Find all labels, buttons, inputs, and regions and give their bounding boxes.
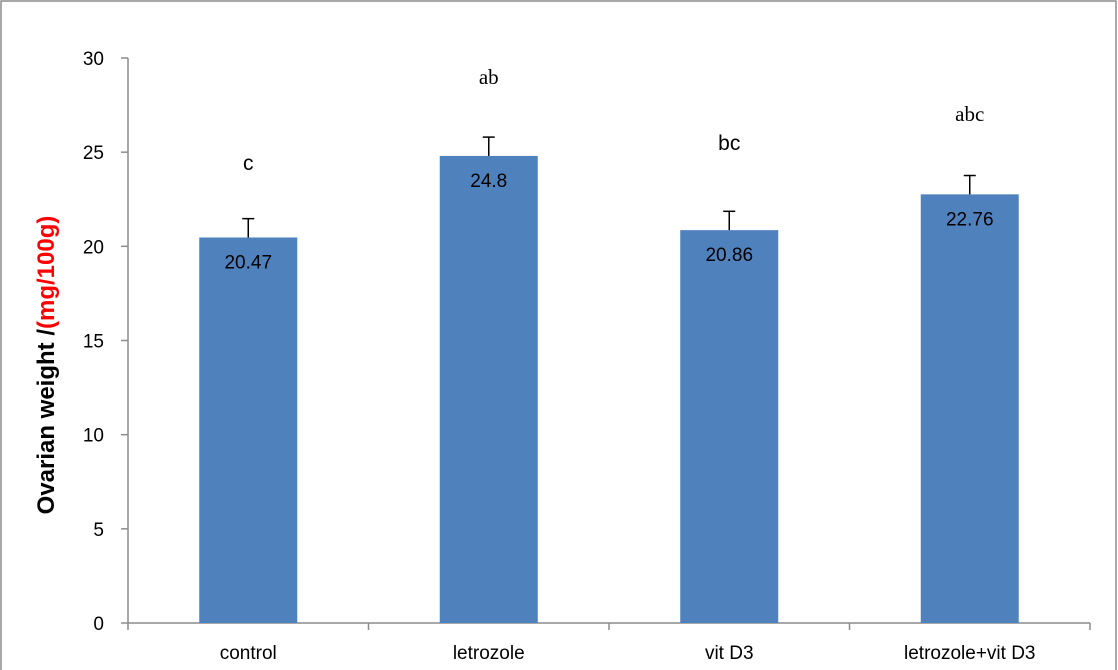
y-tick-label: 20 xyxy=(83,237,104,258)
y-axis-title-main: Ovarian weight / xyxy=(33,329,60,515)
data-label: 20.86 xyxy=(705,245,753,266)
x-tick-label: letrozole xyxy=(453,643,525,664)
significance-letter: c xyxy=(243,152,254,175)
significance-letter: abc xyxy=(955,102,984,126)
bars xyxy=(199,155,1019,624)
y-axis-title: Ovarian weight /(mg/100g) xyxy=(33,216,60,515)
error-bars xyxy=(242,136,976,238)
y-tick-label: 10 xyxy=(83,426,104,447)
data-labels: 20.47 24.8 20.86 22.76 xyxy=(224,171,993,274)
x-tick-label: control xyxy=(220,643,277,664)
bar xyxy=(920,194,1019,623)
significance-letter: ab xyxy=(479,65,499,89)
bar xyxy=(439,155,538,623)
y-tick-label: 5 xyxy=(93,520,104,541)
data-label: 24.8 xyxy=(470,171,507,192)
y-tick-label: 0 xyxy=(93,614,104,635)
y-tick-label: 25 xyxy=(83,143,104,164)
data-label: 22.76 xyxy=(946,209,994,230)
y-axis: 0 5 10 15 20 25 30 xyxy=(83,49,129,635)
significance-letters: c ab bc abc xyxy=(243,65,984,175)
y-axis-title-unit: (mg/100g) xyxy=(33,216,60,329)
bar xyxy=(680,230,779,624)
significance-letter: bc xyxy=(718,132,740,155)
x-tick-label: letrozole+vit D3 xyxy=(904,643,1035,664)
bar xyxy=(199,237,298,623)
y-tick-label: 15 xyxy=(83,332,104,353)
data-label: 20.47 xyxy=(224,252,272,273)
x-tick-label: vit D3 xyxy=(705,643,754,664)
y-tick-label: 30 xyxy=(83,49,104,70)
